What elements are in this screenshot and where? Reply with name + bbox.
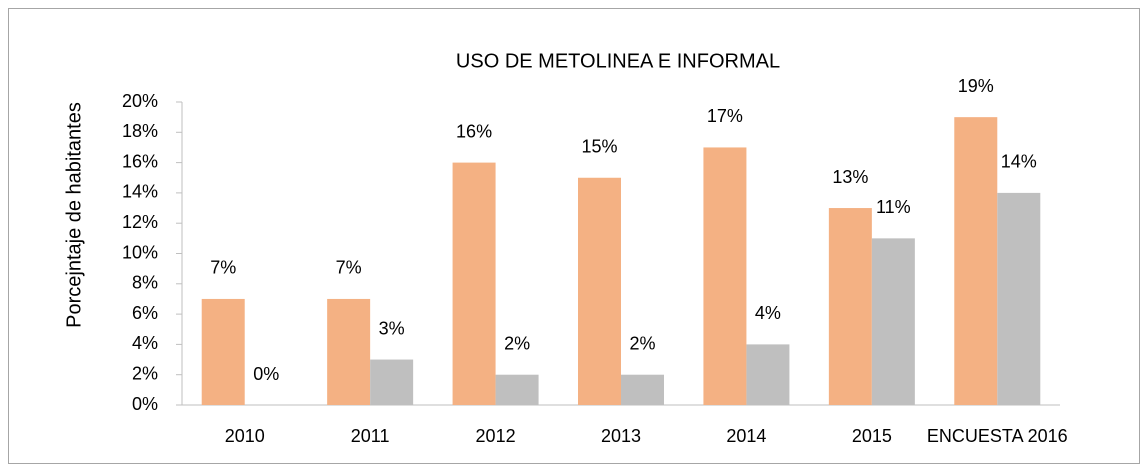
bar bbox=[871, 238, 915, 405]
x-tick-label: 2013 bbox=[601, 426, 641, 446]
bar bbox=[954, 117, 998, 406]
y-tick-label: 4% bbox=[132, 333, 158, 353]
bar bbox=[578, 177, 621, 405]
y-tick-label: 8% bbox=[132, 273, 158, 293]
y-tick-label: 18% bbox=[122, 121, 158, 141]
x-tick-label: 2011 bbox=[351, 426, 390, 446]
value-label: 7% bbox=[210, 258, 236, 278]
value-label: 19% bbox=[958, 76, 994, 96]
chart-border bbox=[8, 8, 1140, 464]
x-tick-label: 2014 bbox=[726, 426, 766, 446]
bar bbox=[997, 192, 1041, 405]
y-tick-label: 12% bbox=[122, 212, 158, 232]
y-tick-label: 16% bbox=[122, 151, 158, 171]
value-label: 2% bbox=[629, 333, 655, 353]
value-label: 2% bbox=[504, 333, 530, 353]
y-tick-label: 14% bbox=[122, 182, 158, 202]
value-label: 0% bbox=[253, 364, 279, 384]
bar bbox=[495, 374, 539, 405]
x-tick-label: 2015 bbox=[852, 426, 892, 446]
bar bbox=[327, 298, 371, 405]
bar bbox=[703, 147, 747, 405]
y-tick-label: 20% bbox=[122, 91, 158, 111]
y-tick-label: 10% bbox=[122, 242, 158, 262]
value-label: 11% bbox=[876, 197, 911, 217]
bar bbox=[828, 208, 872, 405]
chart-title: USO DE METOLINEA E INFORMAL bbox=[456, 50, 780, 72]
value-label: 3% bbox=[379, 318, 405, 338]
x-tick-label: ENCUESTA 2016 bbox=[927, 426, 1068, 446]
value-label: 16% bbox=[456, 121, 492, 141]
y-tick-label: 2% bbox=[132, 363, 158, 383]
value-label: 14% bbox=[1001, 152, 1037, 172]
value-label: 4% bbox=[755, 303, 781, 323]
bar bbox=[621, 374, 664, 405]
bar bbox=[201, 298, 245, 405]
bar bbox=[370, 359, 414, 405]
value-label: 7% bbox=[336, 258, 362, 278]
value-label: 15% bbox=[581, 137, 617, 157]
y-axis-title: Porcejntaje de habitantes bbox=[63, 102, 85, 328]
bar bbox=[746, 344, 790, 405]
y-tick-label: 0% bbox=[132, 394, 158, 414]
value-label: 13% bbox=[832, 167, 868, 187]
x-tick-label: 2010 bbox=[225, 426, 265, 446]
x-tick-label: 2012 bbox=[476, 426, 516, 446]
y-tick-label: 6% bbox=[132, 303, 158, 323]
value-label: 17% bbox=[707, 106, 743, 126]
bar bbox=[452, 162, 496, 405]
